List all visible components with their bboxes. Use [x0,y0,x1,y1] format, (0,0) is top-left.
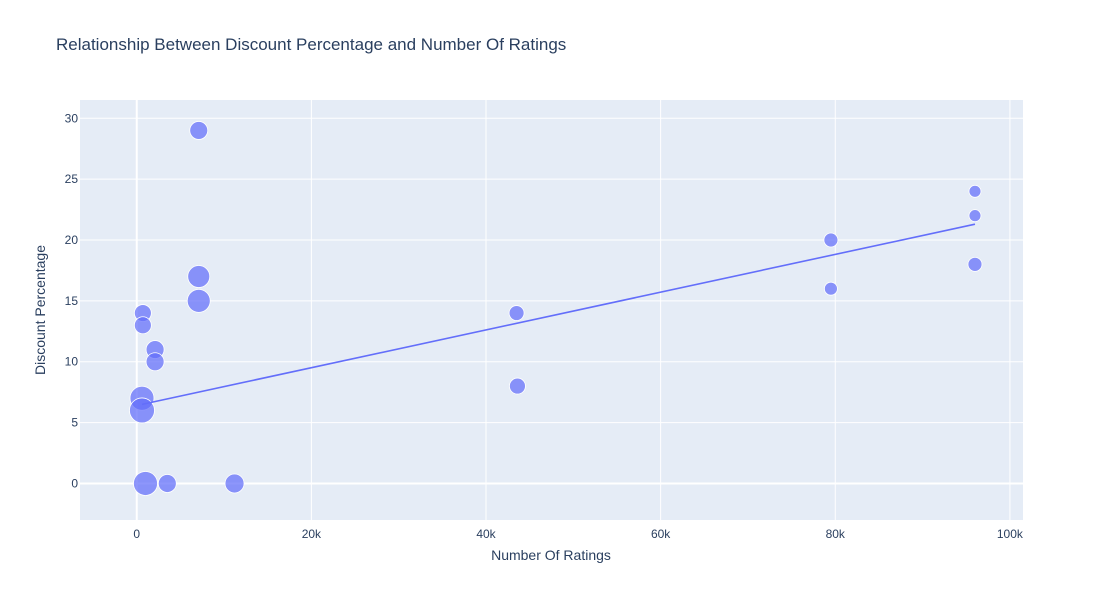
data-point[interactable] [968,209,982,223]
data-point[interactable] [133,316,152,335]
x-tick-label: 40k [476,527,496,541]
x-tick-label: 60k [651,527,671,541]
data-point[interactable] [129,397,155,424]
data-point[interactable] [189,121,209,140]
x-tick-label: 0 [133,527,140,541]
x-axis-title: Number Of Ratings [491,547,611,563]
plot-area: 0 20k 40k 60k 80k 100k 0 5 10 15 20 25 30 [65,100,1024,541]
chart-title: Relationship Between Discount Percentage… [56,35,566,54]
y-axis-title: Discount Percentage [32,245,48,375]
data-point[interactable] [187,265,211,288]
x-tick-label: 100k [997,527,1024,541]
y-tick-label: 30 [65,111,79,125]
markers-group [129,121,983,496]
data-point[interactable] [824,281,838,296]
y-tick-label: 0 [71,476,78,490]
data-point[interactable] [157,474,177,493]
data-point[interactable] [186,288,211,313]
data-point[interactable] [133,471,158,496]
x-tick-label: 80k [826,527,846,541]
y-tick-label: 20 [65,233,79,247]
x-tick-label: 20k [302,527,322,541]
data-point[interactable] [224,473,245,494]
data-point[interactable] [823,232,839,248]
data-point[interactable] [508,305,525,321]
data-point[interactable] [509,377,526,395]
data-point[interactable] [145,352,165,372]
data-point[interactable] [968,184,982,198]
trendline [141,223,976,406]
y-tick-label: 5 [71,416,78,430]
data-point[interactable] [967,256,983,272]
y-tick-label: 25 [65,172,79,186]
plot-background [80,100,1023,520]
y-tick-label: 10 [65,355,79,369]
y-tick-label: 15 [65,294,79,308]
